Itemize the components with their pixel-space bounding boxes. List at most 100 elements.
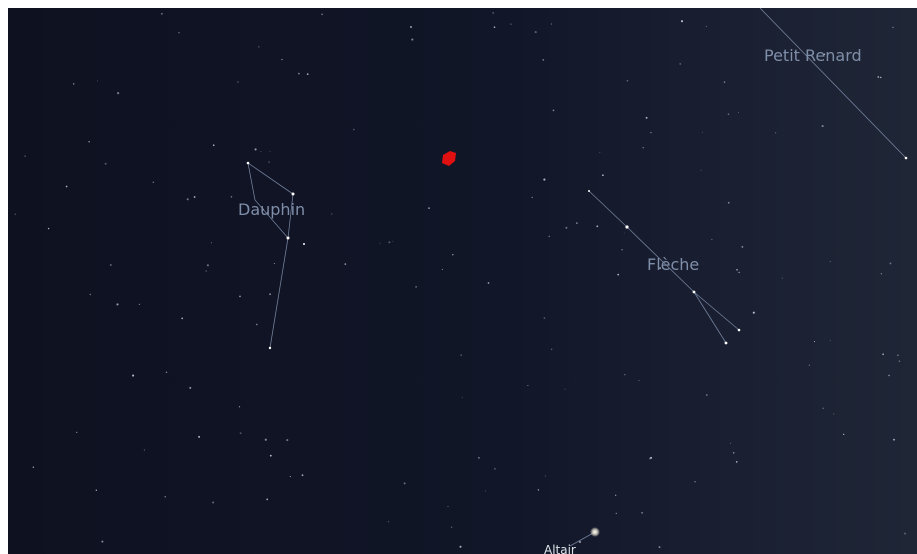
faint-star — [213, 144, 215, 146]
faint-star — [286, 439, 288, 441]
faint-star — [492, 12, 494, 14]
faint-star — [33, 467, 34, 468]
faint-star — [76, 432, 77, 433]
faint-star — [641, 512, 643, 514]
faint-star — [258, 46, 259, 47]
faint-star — [448, 506, 449, 507]
faint-star — [462, 397, 463, 398]
faint-star — [274, 263, 275, 264]
faint-star — [211, 242, 212, 243]
faint-star — [890, 262, 892, 264]
faint-star — [544, 317, 546, 319]
faint-star — [255, 148, 257, 150]
faint-star — [388, 241, 390, 243]
faint-star — [532, 197, 533, 198]
faint-star — [269, 293, 271, 295]
faint-star — [753, 312, 755, 314]
faint-star — [899, 360, 901, 362]
faint-star — [415, 286, 417, 288]
faint-star — [166, 372, 167, 373]
faint-star — [411, 39, 413, 41]
faint-star — [615, 495, 616, 496]
faint-star — [451, 527, 452, 528]
faint-star — [410, 26, 412, 28]
faint-star — [144, 450, 145, 451]
faint-star — [643, 147, 644, 148]
faint-star — [650, 457, 652, 459]
faint-star — [105, 163, 107, 165]
star — [588, 190, 590, 192]
faint-star — [814, 341, 815, 342]
faint-star — [239, 296, 241, 298]
faint-star — [535, 31, 537, 33]
faint-star — [833, 413, 834, 414]
faint-star — [822, 407, 824, 409]
faint-star — [212, 502, 214, 504]
faint-star — [579, 541, 581, 543]
faint-star — [189, 387, 191, 389]
faint-star — [576, 222, 577, 223]
faint-star — [132, 375, 134, 377]
faint-star — [298, 73, 300, 75]
faint-star — [442, 269, 443, 270]
star — [247, 162, 250, 165]
faint-star — [345, 263, 347, 265]
faint-star — [101, 541, 103, 543]
faint-star — [809, 364, 810, 365]
faint-star — [679, 63, 681, 65]
faint-star — [733, 452, 734, 453]
faint-star — [494, 468, 496, 470]
faint-star — [681, 20, 683, 22]
faint-star — [96, 490, 97, 491]
faint-star — [66, 186, 68, 188]
faint-star — [565, 227, 567, 229]
faint-star — [187, 198, 189, 200]
faint-star — [646, 117, 648, 119]
faint-star — [892, 27, 893, 28]
faint-star — [198, 436, 200, 438]
faint-star — [830, 261, 831, 262]
faint-star — [638, 380, 639, 381]
faint-star — [736, 461, 738, 463]
faint-star — [478, 457, 480, 459]
sky-view: Petit Renard Dauphin Flèche Altair — [0, 0, 917, 554]
faint-star — [388, 521, 389, 522]
faint-star — [843, 434, 844, 435]
faint-star — [711, 239, 712, 240]
faint-star — [730, 443, 731, 444]
faint-star — [724, 81, 726, 83]
faint-star — [627, 80, 629, 82]
star — [725, 342, 728, 345]
faint-star — [494, 26, 496, 28]
faint-star — [736, 269, 738, 271]
faint-star — [265, 439, 267, 441]
faint-star — [15, 214, 16, 215]
faint-star — [428, 207, 430, 209]
faint-star — [266, 499, 268, 501]
faint-star — [775, 132, 776, 133]
faint-star — [596, 225, 598, 227]
faint-star — [488, 282, 490, 284]
constellation-label: Flèche — [647, 255, 699, 274]
star — [738, 329, 741, 332]
faint-star — [659, 546, 661, 548]
faint-star — [882, 353, 884, 355]
faint-star — [404, 482, 406, 484]
faint-star — [702, 132, 703, 133]
faint-star — [181, 318, 183, 320]
faint-star — [782, 277, 783, 278]
faint-star — [624, 233, 625, 234]
faint-star — [549, 236, 550, 237]
faint-star — [694, 481, 695, 482]
faint-star — [742, 246, 744, 248]
faint-star — [165, 496, 166, 497]
faint-star — [97, 80, 98, 81]
faint-star — [706, 26, 707, 27]
faint-star — [706, 394, 708, 396]
faint-star — [616, 513, 617, 514]
faint-star — [877, 76, 879, 78]
faint-star — [139, 304, 140, 305]
faint-star — [237, 81, 239, 83]
constellation-label: Dauphin — [238, 200, 305, 219]
faint-star — [527, 385, 528, 386]
